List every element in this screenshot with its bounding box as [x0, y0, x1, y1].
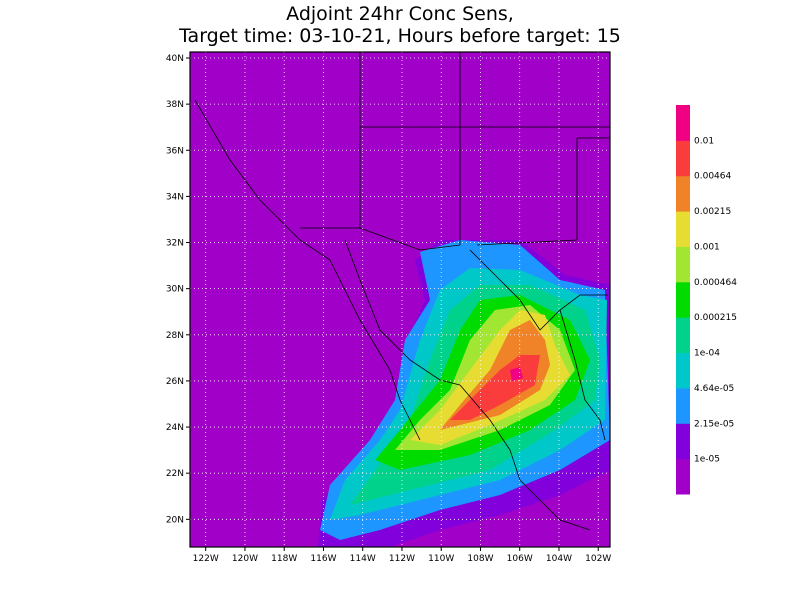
colorbar-label: 2.15e-05	[694, 419, 734, 429]
colorbar-swatch	[676, 140, 690, 177]
map-plot: 122W 120W 118W 116W 114W 112W 110W 108W 106W 104W…	[166, 51, 611, 564]
colorbar-swatch	[676, 423, 690, 460]
colorbar-label: 4.64e-05	[694, 384, 734, 394]
lat-tick-label: 26N	[166, 377, 184, 387]
lat-tick-label: 38N	[166, 100, 184, 110]
lon-tick-label: 116W	[310, 554, 336, 564]
colorbar-label: 0.00464	[694, 172, 731, 182]
lon-tick-label: 114W	[350, 554, 376, 564]
colorbar-swatch	[676, 246, 690, 283]
colorbar-swatch	[676, 281, 690, 318]
lat-tick-label: 28N	[166, 331, 184, 341]
colorbar-label: 0.000464	[694, 278, 737, 288]
lon-tick-label: 120W	[232, 554, 258, 564]
lon-tick-label: 102W	[585, 554, 611, 564]
lon-tick-label: 104W	[546, 554, 572, 564]
colorbar-swatch	[676, 352, 690, 389]
colorbar-swatch	[676, 387, 690, 424]
colorbar-swatch	[676, 211, 690, 247]
border-line	[344, 239, 461, 386]
colorbar-swatch	[676, 105, 690, 141]
colorbar-label: 0.000215	[694, 313, 737, 323]
border-line	[559, 309, 606, 441]
lon-tick-label: 122W	[193, 554, 219, 564]
colorbar-swatch	[676, 175, 690, 212]
lat-tick-label: 20N	[166, 515, 184, 525]
border-line	[300, 227, 461, 251]
title-line: Adjoint 24hr Conc Sens,	[286, 3, 514, 25]
map-frame	[189, 51, 611, 548]
colorbar-label: 0.001	[694, 242, 720, 252]
colorbar-label: 1e-04	[694, 349, 720, 359]
colorbar-label: 0.01	[694, 136, 714, 146]
colorbar-label: 0.00215	[694, 207, 731, 217]
border-line	[469, 249, 608, 331]
lon-tick-label: 108W	[467, 554, 493, 564]
colorbar-label: 1e-05	[694, 455, 720, 465]
border-line	[194, 99, 421, 441]
lat-tick-label: 22N	[166, 469, 184, 479]
colorbar-swatch	[676, 458, 690, 495]
lat-tick-label: 34N	[166, 192, 184, 202]
lat-tick-label: 36N	[166, 146, 184, 156]
contour-region	[510, 367, 523, 381]
lon-tick-label: 106W	[507, 554, 533, 564]
lon-tick-label: 118W	[271, 554, 297, 564]
colorbar-swatch	[676, 317, 690, 354]
lat-tick-label: 32N	[166, 239, 184, 249]
lon-tick-label: 112W	[389, 554, 415, 564]
lon-tick-label: 110W	[428, 554, 454, 564]
title-line: Target time: 03-10-21, Hours before targ…	[178, 25, 621, 47]
lat-tick-label: 40N	[166, 54, 184, 64]
lat-tick-label: 24N	[166, 423, 184, 433]
lat-tick-label: 30N	[166, 285, 184, 295]
